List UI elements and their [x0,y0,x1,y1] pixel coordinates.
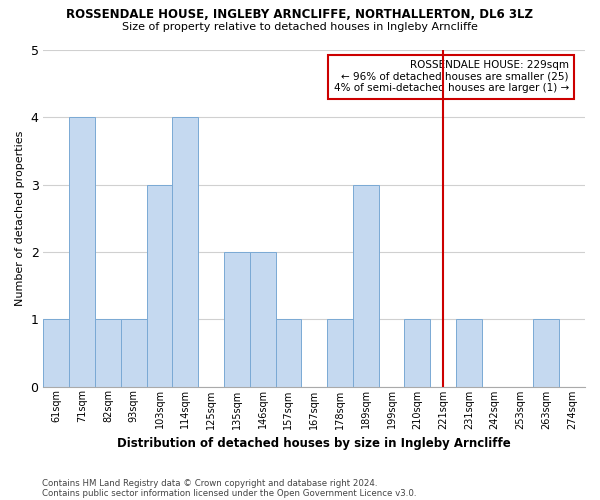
Bar [533,319,559,386]
Bar [95,319,121,386]
Bar [456,319,482,386]
Bar [327,319,353,386]
Bar [146,184,172,386]
Bar [353,184,379,386]
Bar [404,319,430,386]
Bar [224,252,250,386]
Bar [275,319,301,386]
Text: ROSSENDALE HOUSE: 229sqm
← 96% of detached houses are smaller (25)
4% of semi-de: ROSSENDALE HOUSE: 229sqm ← 96% of detach… [334,60,569,94]
Bar [250,252,275,386]
Text: ROSSENDALE HOUSE, INGLEBY ARNCLIFFE, NORTHALLERTON, DL6 3LZ: ROSSENDALE HOUSE, INGLEBY ARNCLIFFE, NOR… [67,8,533,20]
Bar [172,118,198,386]
Bar [121,319,146,386]
Text: Contains public sector information licensed under the Open Government Licence v3: Contains public sector information licen… [42,488,416,498]
Y-axis label: Number of detached properties: Number of detached properties [15,130,25,306]
Text: Size of property relative to detached houses in Ingleby Arncliffe: Size of property relative to detached ho… [122,22,478,32]
Text: Contains HM Land Registry data © Crown copyright and database right 2024.: Contains HM Land Registry data © Crown c… [42,478,377,488]
Bar [43,319,69,386]
Bar [69,118,95,386]
X-axis label: Distribution of detached houses by size in Ingleby Arncliffe: Distribution of detached houses by size … [118,437,511,450]
